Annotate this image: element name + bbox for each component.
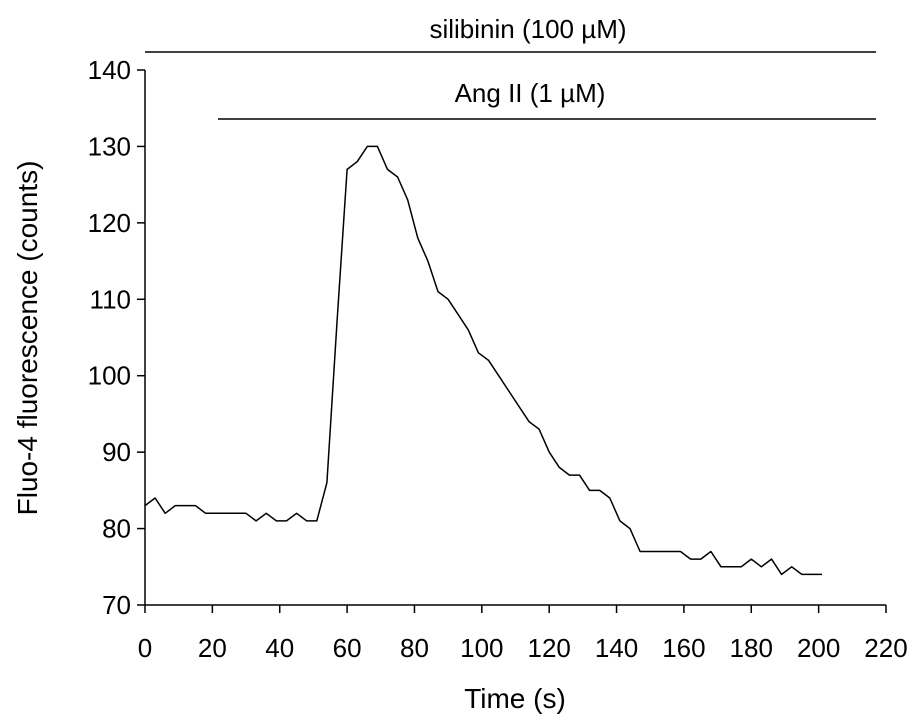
x-tick-label: 220 (864, 633, 907, 663)
y-tick-label: 120 (88, 208, 131, 238)
x-tick-label: 0 (138, 633, 152, 663)
x-ticks: 0 20 40 60 80 100 120 140 160 180 200 220 (138, 605, 908, 663)
x-tick-label: 20 (198, 633, 227, 663)
y-tick-label: 130 (88, 131, 131, 161)
x-tick-label: 100 (460, 633, 503, 663)
x-tick-label: 80 (400, 633, 429, 663)
treatment-label-ang-ii: Ang II (1 µM) (455, 78, 606, 108)
x-tick-label: 200 (797, 633, 840, 663)
x-tick-label: 40 (265, 633, 294, 663)
y-tick-label: 70 (102, 590, 131, 620)
y-tick-label: 90 (102, 437, 131, 467)
treatment-label-silibinin: silibinin (100 µM) (429, 14, 626, 44)
treatment-bars: silibinin (100 µM) Ang II (1 µM) (145, 14, 876, 120)
y-tick-label: 100 (88, 361, 131, 391)
x-tick-label: 180 (730, 633, 773, 663)
series-line (144, 145, 822, 576)
y-tick-label: 80 (102, 514, 131, 544)
y-tick-label: 140 (88, 55, 131, 85)
x-tick-label: 140 (595, 633, 638, 663)
x-axis-title: Time (s) (464, 683, 566, 714)
series-group (144, 145, 822, 576)
x-tick-label: 120 (527, 633, 570, 663)
x-tick-label: 160 (662, 633, 705, 663)
axes (144, 70, 886, 606)
y-tick-label: 110 (90, 284, 131, 314)
x-tick-label: 60 (333, 633, 362, 663)
y-axis-title: Fluo-4 fluorescence (counts) (12, 161, 43, 516)
y-ticks: 70 80 90 100 110 120 130 140 (88, 55, 145, 620)
